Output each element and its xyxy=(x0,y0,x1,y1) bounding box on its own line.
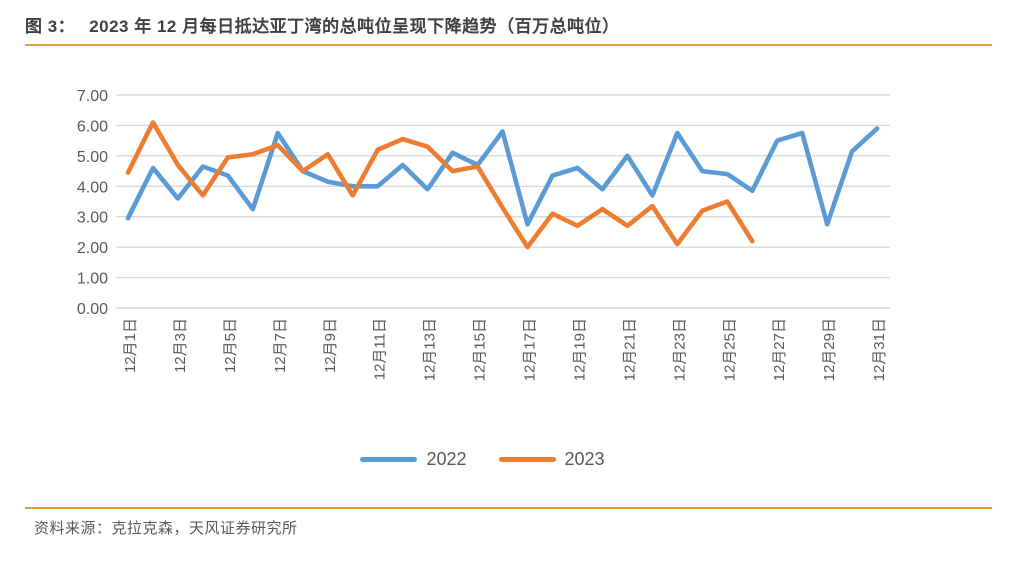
x-tick-label: 12月27日 xyxy=(771,318,788,381)
series-line-2022 xyxy=(125,126,880,227)
x-tick-label: 12月15日 xyxy=(472,318,489,381)
x-tick-label: 12月5日 xyxy=(222,318,239,373)
y-tick-label: 5.00 xyxy=(77,149,108,166)
x-tick-label: 12月21日 xyxy=(621,318,638,381)
x-tick-label: 12月1日 xyxy=(122,318,139,373)
x-tick-label: 12月25日 xyxy=(721,318,738,381)
figure-label: 图 3： xyxy=(25,17,76,36)
legend-label-2023: 2023 xyxy=(564,448,605,469)
x-tick-label: 12月3日 xyxy=(172,318,189,373)
figure-header: 图 3： 2023 年 12 月每日抵达亚丁湾的总吨位呈现下降趋势（百万总吨位） xyxy=(25,12,992,37)
legend-item-2023: 2023 xyxy=(498,448,605,470)
x-tick-label: 12月17日 xyxy=(522,318,539,381)
chart-area: 0.00 1.00 2.00 3.00 4.00 5.00 6.00 7.00 12月1日 12月… xyxy=(0,58,1017,443)
series-line-2023 xyxy=(125,120,755,250)
legend-item-2022: 2022 xyxy=(360,448,467,470)
y-tick-label: 4.00 xyxy=(77,179,108,196)
x-tick-label: 12月9日 xyxy=(322,318,339,373)
y-tick-label: 0.00 xyxy=(77,301,108,318)
legend-swatch-2022-line-icon xyxy=(360,456,418,462)
x-tick-label: 12月13日 xyxy=(422,318,439,381)
chart-legend: 2022 2023 xyxy=(0,444,965,474)
footer-divider xyxy=(25,507,992,509)
source-note: 资料来源：克拉克森，天风证券研究所 xyxy=(34,520,298,537)
x-tick-label: 12月29日 xyxy=(821,318,838,381)
y-tick-label: 2.00 xyxy=(77,240,108,257)
y-tick-label: 6.00 xyxy=(77,118,108,135)
title-divider xyxy=(25,44,992,46)
y-tick-label: 3.00 xyxy=(77,210,108,227)
figure-title: 2023 年 12 月每日抵达亚丁湾的总吨位呈现下降趋势（百万总吨位） xyxy=(89,17,620,36)
x-tick-label: 12月31日 xyxy=(871,318,888,381)
x-tick-label: 12月7日 xyxy=(272,318,289,373)
line-chart: 0.00 1.00 2.00 3.00 4.00 5.00 6.00 7.00 12月1日 12月… xyxy=(77,88,890,381)
y-tick-label: 7.00 xyxy=(77,88,108,105)
y-tick-label: 1.00 xyxy=(77,271,108,288)
legend-label-2022: 2022 xyxy=(426,448,467,469)
legend-swatch-2023-line-icon xyxy=(498,456,556,462)
x-tick-label: 12月19日 xyxy=(571,318,588,381)
x-tick-label: 12月11日 xyxy=(372,318,389,380)
x-tick-label: 12月23日 xyxy=(671,318,688,381)
